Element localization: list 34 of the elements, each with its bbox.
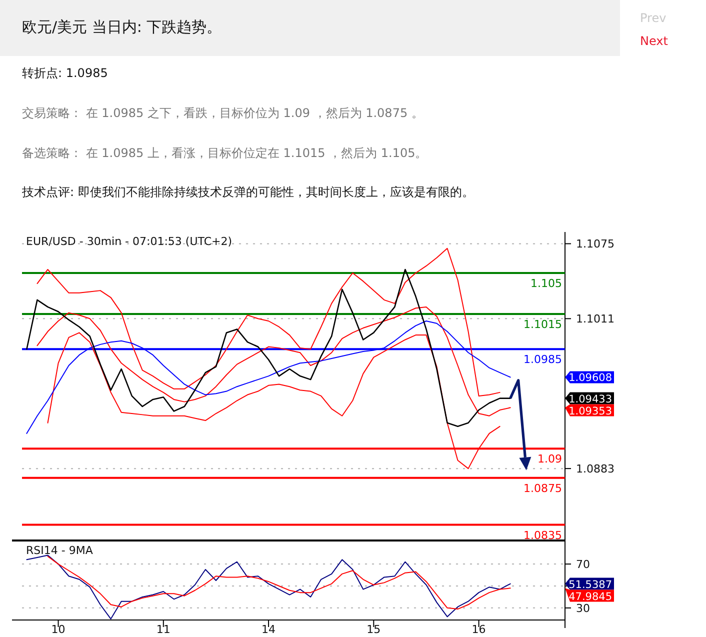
- line-series: [47, 556, 511, 610]
- y-tick-label: 1.1011: [576, 312, 614, 326]
- x-tick-label: 16: [472, 623, 486, 636]
- x-tick-label: 14: [262, 623, 276, 636]
- line-series: [26, 554, 511, 620]
- chart-title: EUR/USD - 30min - 07:01:53 (UTC+2): [26, 235, 232, 248]
- ref-line-label: 1.0985: [524, 353, 562, 366]
- ref-line-label: 1.0875: [524, 482, 562, 495]
- text: 1.09353: [568, 405, 612, 418]
- y-tick-label: 70: [576, 558, 590, 572]
- y-tick-label: 30: [576, 602, 590, 615]
- text: 欧元/美元 当日内: 下跌趋势。: [22, 18, 222, 36]
- text: 交易策略： 在 1.0985 之下，看跌，目标价位为 1.09 ，然后为 1.0875 。: [22, 106, 424, 120]
- y-tick-label: 1.0883: [576, 462, 614, 476]
- y-tick-label: 1.1075: [576, 238, 614, 251]
- text: 技术点评: 即使我们不能排除持续技术反弹的可能性，其时间长度上，应该是有限的。: [21, 185, 474, 199]
- chart-title: RSI14 - 9MA: [26, 544, 94, 557]
- x-tick-label: 15: [366, 623, 381, 636]
- text: 备选策略： 在 1.0985 上，看涨，目标价位定在 1.1015 ，然后为 1.105。: [22, 146, 428, 160]
- text: Next: [640, 34, 668, 48]
- x-tick-label: 10: [51, 623, 66, 636]
- text: 1.09433: [568, 393, 612, 406]
- ref-line-label: 1.1015: [524, 318, 562, 331]
- line-series: [36, 248, 500, 396]
- line-series: [26, 268, 511, 428]
- x-tick-label: 11: [156, 623, 170, 636]
- ref-line-label: 1.0835: [524, 528, 562, 542]
- line-series: [36, 306, 511, 416]
- text: 转折点: 1.0985: [22, 66, 108, 80]
- ref-line-label: 1.09: [538, 452, 562, 466]
- text: 1.09608: [568, 372, 612, 384]
- text: 47.9845: [568, 590, 612, 603]
- text: 51.5387: [568, 578, 612, 591]
- ref-line-label: 1.105: [530, 276, 562, 290]
